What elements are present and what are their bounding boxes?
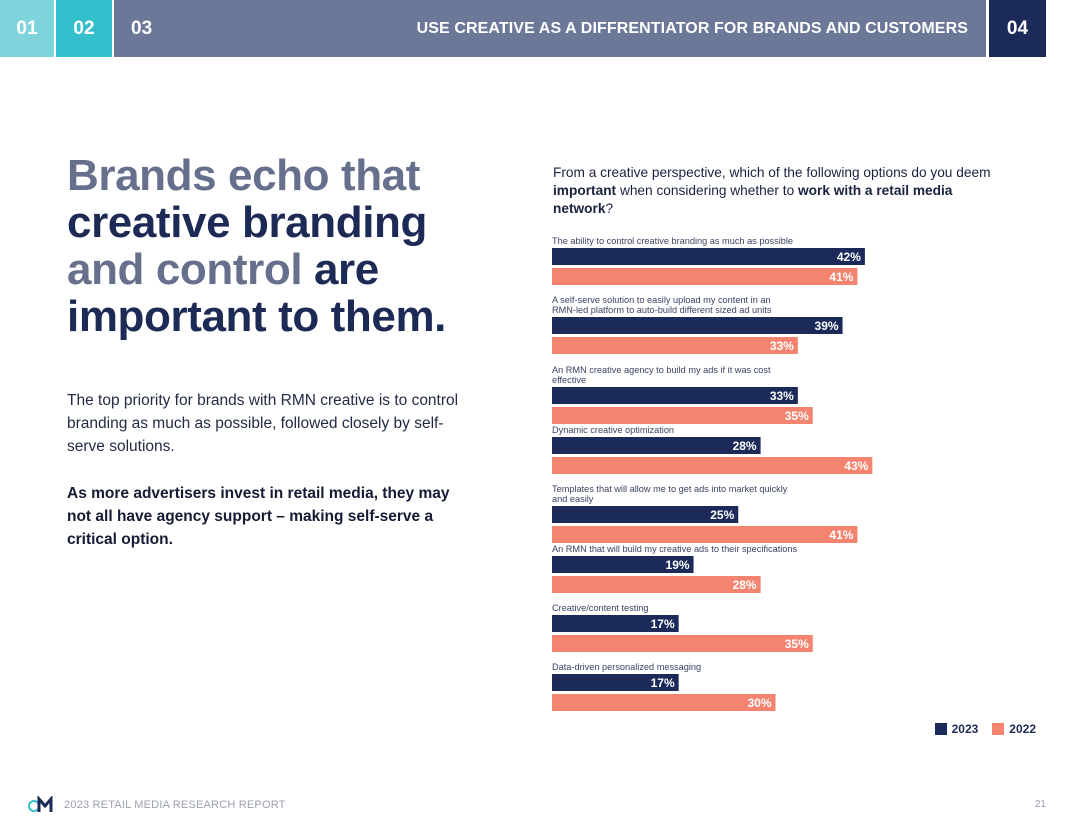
bar-value-label: 25% [710,508,734,522]
bar-value-label: 33% [770,339,794,353]
page-headline: Brands echo that creative branding and c… [67,152,497,340]
question-text-2: when considering whether to [619,183,795,198]
category-label: and easily [552,494,594,504]
bar-value-label: 35% [785,637,809,651]
headline-part-5: important to them. [67,292,447,341]
bar-2022 [552,268,858,285]
tab-01[interactable]: 01 [0,0,54,57]
tab-03-label: 03 [131,17,153,39]
bar-2023 [552,556,694,573]
headline-part-4: are [313,245,379,294]
bar-value-label: 39% [815,319,839,333]
category-label: A self-serve solution to easily upload m… [552,295,771,305]
bar-2022 [552,576,761,593]
page-number: 21 [1034,799,1046,810]
tab-03[interactable]: 03 USE CREATIVE AS A DIFFRENTIATOR FOR B… [114,0,986,57]
bar-value-label: 41% [829,270,853,284]
bar-value-label: 28% [733,578,757,592]
footer: 2023 RETAIL MEDIA RESEARCH REPORT [28,796,286,814]
category-label: The ability to control creative branding… [552,236,793,246]
category-label: Creative/content testing [552,603,649,613]
legend-item-2022: 2022 [992,722,1036,736]
report-logo-icon [28,796,53,812]
bar-value-label: 43% [844,459,868,473]
tab-04[interactable]: 04 [989,0,1046,57]
bar-2022 [552,337,798,354]
bar-2023 [552,317,843,334]
bar-value-label: 30% [747,696,771,710]
tab-02[interactable]: 02 [56,0,112,57]
bar-2022 [552,526,858,543]
category-label: An RMN creative agency to build my ads i… [552,365,771,375]
legend-label-2022: 2022 [1009,722,1036,736]
bar-2023 [552,674,679,691]
bar-value-label: 41% [829,528,853,542]
question-text-1: From a creative perspective, which of th… [553,165,991,180]
category-label: An RMN that will build my creative ads t… [552,544,798,554]
bar-value-label: 19% [666,558,690,572]
bar-2022 [552,457,873,474]
category-label: Templates that will allow me to get ads … [552,484,788,494]
category-label: Data-driven personalized messaging [552,662,701,672]
chart-question: From a creative perspective, which of th… [553,164,1013,218]
bar-value-label: 17% [651,617,675,631]
body-paragraph: The top priority for brands with RMN cre… [67,392,459,455]
question-bold-2: work with a retail media network [553,183,953,216]
legend-label-2023: 2023 [951,722,979,736]
bar-value-label: 17% [651,676,675,690]
legend-swatch-2022 [992,723,1005,735]
body-bold-paragraph: As more advertisers invest in retail med… [67,485,450,548]
legend-item-2023: 2023 [934,722,979,736]
bar-2023 [552,248,865,265]
bar-2023 [552,387,798,404]
category-label: Dynamic creative optimization [552,425,674,435]
bar-value-label: 28% [733,439,757,453]
headline-part-2: creative branding [67,198,427,247]
bar-value-label: 33% [770,389,794,403]
headline-part-1: Brands echo that [67,151,420,200]
legend-swatch-2023 [934,723,947,735]
bar-2022 [552,635,813,652]
headline-part-3: and control [67,245,303,294]
footer-report-title: 2023 RETAIL MEDIA RESEARCH REPORT [64,799,286,811]
question-text-3: ? [605,201,614,216]
top-navigation: 01 02 03 USE CREATIVE AS A DIFFRENTIATOR… [0,0,1080,57]
category-label: RMN-led platform to auto-build different… [552,305,772,315]
bar-2023 [552,615,679,632]
bar-chart: The ability to control creative branding… [552,236,873,711]
bar-2022 [552,694,776,711]
bar-value-label: 42% [837,250,861,264]
category-label: effective [552,375,586,385]
bar-value-label: 35% [785,409,809,423]
question-bold-1: important [553,183,617,198]
bar-2023 [552,437,761,454]
bar-2022 [552,407,813,424]
chart-legend: 2023 2022 [934,722,1036,736]
section-title: USE CREATIVE AS A DIFFRENTIATOR FOR BRAN… [416,19,968,37]
bar-2023 [552,506,739,523]
